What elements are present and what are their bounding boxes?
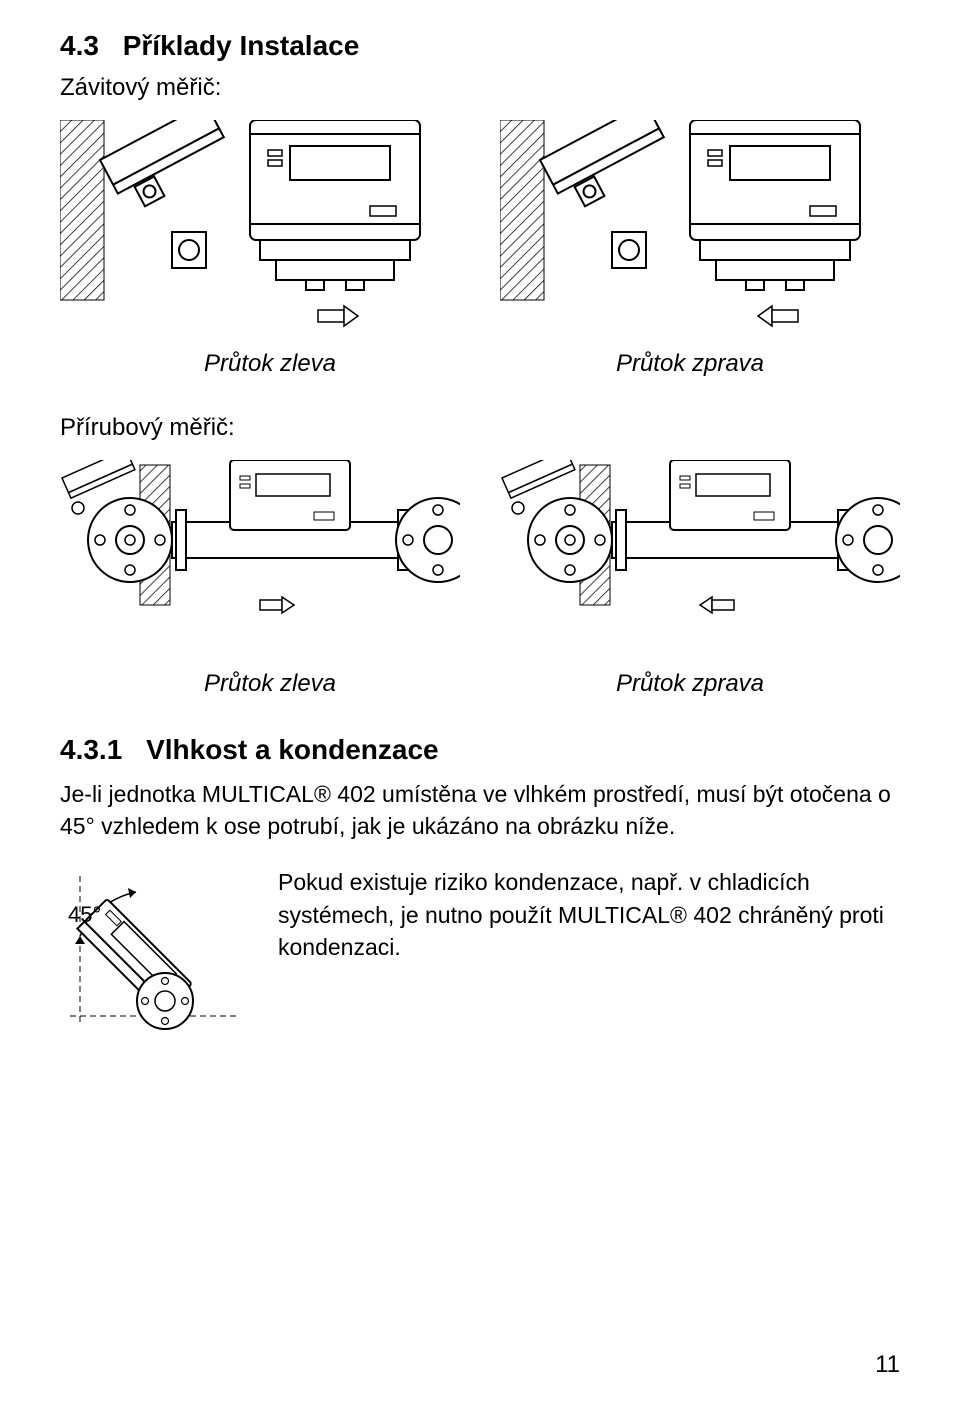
threaded-figures-row bbox=[60, 120, 900, 340]
section-heading: 4.3 Příklady Instalace bbox=[60, 30, 900, 62]
section-title: Příklady Instalace bbox=[123, 30, 360, 61]
threaded-meter-label: Závitový měřič: bbox=[60, 74, 900, 102]
angle-figure-row: 45° bbox=[60, 866, 900, 1036]
diagram-threaded-left bbox=[60, 120, 460, 340]
angle-label: 45° bbox=[68, 902, 101, 928]
caption-flow-left-1: Průtok zleva bbox=[60, 350, 480, 378]
caption-flow-right-2: Průtok zprava bbox=[480, 670, 900, 698]
diagram-threaded-right bbox=[500, 120, 900, 340]
caption-flow-left-2: Průtok zleva bbox=[60, 670, 480, 698]
subsection-title: Vlhkost a kondenzace bbox=[146, 734, 439, 765]
diagram-45deg bbox=[60, 866, 250, 1036]
threaded-captions: Průtok zleva Průtok zprava bbox=[60, 350, 900, 378]
subsection-number: 4.3.1 bbox=[60, 734, 122, 765]
flange-captions: Průtok zleva Průtok zprava bbox=[60, 670, 900, 698]
subsection-heading: 4.3.1 Vlhkost a kondenzace bbox=[60, 734, 900, 766]
flange-figures-row bbox=[60, 460, 900, 660]
diagram-flange-right bbox=[500, 460, 900, 660]
section-number: 4.3 bbox=[60, 30, 99, 61]
threaded-right-figure bbox=[500, 120, 900, 340]
page-number: 11 bbox=[875, 1351, 900, 1379]
flange-meter-label: Přírubový měřič: bbox=[60, 414, 900, 442]
flange-left-figure bbox=[60, 460, 460, 660]
angle-figure-wrap: 45° bbox=[60, 866, 250, 1036]
flange-right-figure bbox=[500, 460, 900, 660]
caption-flow-right-1: Průtok zprava bbox=[480, 350, 900, 378]
diagram-flange-left bbox=[60, 460, 460, 660]
paragraph-1: Je-li jednotka MULTICAL® 402 umístěna ve… bbox=[60, 778, 900, 842]
paragraph-2: Pokud existuje riziko kondenzace, např. … bbox=[278, 866, 900, 963]
threaded-left-figure bbox=[60, 120, 460, 340]
